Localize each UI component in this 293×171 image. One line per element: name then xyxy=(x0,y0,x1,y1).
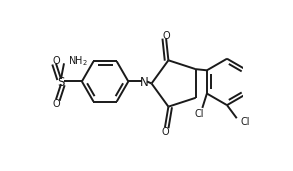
Text: O: O xyxy=(161,127,169,137)
Text: O: O xyxy=(52,56,60,66)
Text: S: S xyxy=(57,76,65,89)
Text: N: N xyxy=(140,76,149,89)
Text: Cl: Cl xyxy=(241,117,250,127)
Text: O: O xyxy=(52,99,60,109)
Text: O: O xyxy=(162,31,170,41)
Text: Cl: Cl xyxy=(194,109,204,119)
Text: NH$_2$: NH$_2$ xyxy=(68,54,88,68)
